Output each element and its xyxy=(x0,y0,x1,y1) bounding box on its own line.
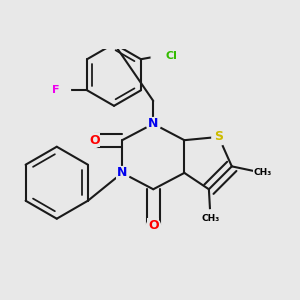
Text: CH₃: CH₃ xyxy=(201,214,220,223)
Text: S: S xyxy=(214,130,223,143)
Text: N: N xyxy=(117,167,128,179)
Text: F: F xyxy=(52,85,59,95)
Text: O: O xyxy=(89,134,100,147)
Text: N: N xyxy=(148,117,158,130)
Text: Cl: Cl xyxy=(166,51,177,61)
Text: CH₃: CH₃ xyxy=(254,168,272,177)
Text: O: O xyxy=(148,219,159,232)
